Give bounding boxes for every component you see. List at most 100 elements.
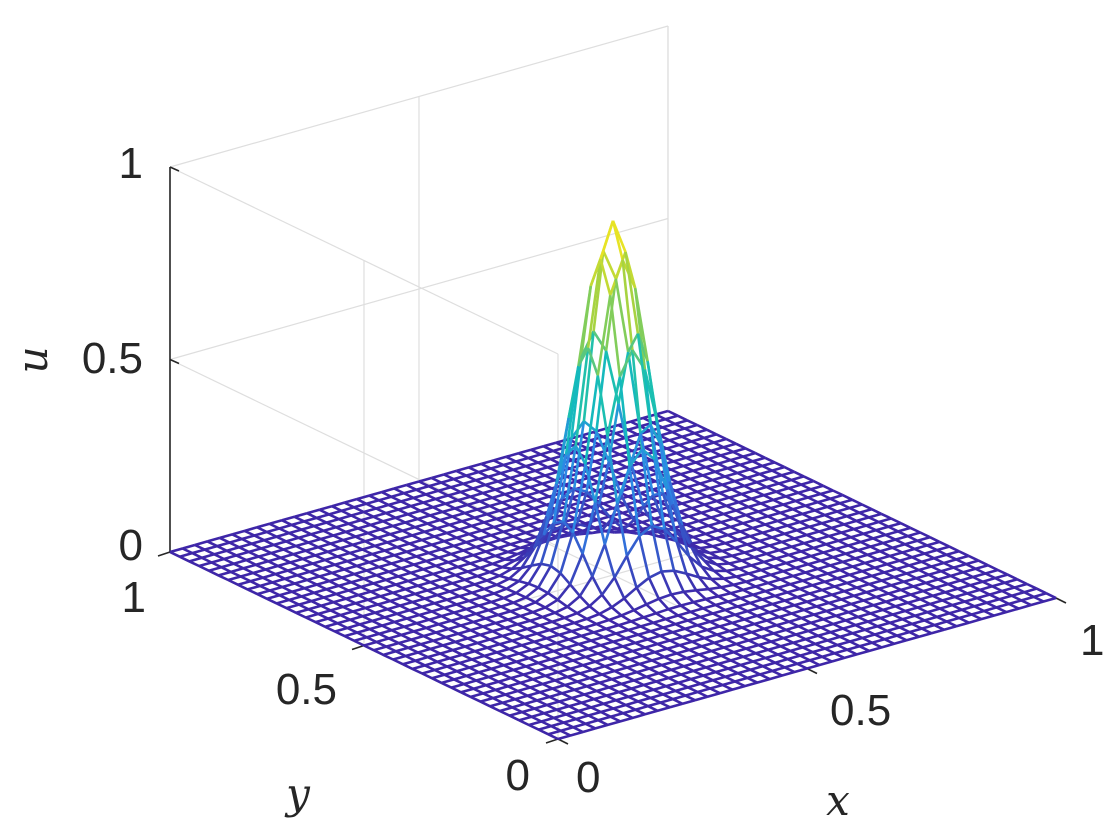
mesh-segment — [819, 660, 833, 667]
mesh-segment — [467, 566, 481, 573]
mesh-segment — [684, 690, 699, 697]
mesh-segment — [729, 626, 743, 633]
mesh-segment — [703, 503, 715, 511]
mesh-segment — [881, 642, 895, 649]
mesh-segment — [568, 553, 584, 585]
mesh-segment — [587, 644, 602, 651]
mesh-segment — [805, 634, 819, 641]
mesh-segment — [969, 580, 983, 587]
mesh-segment — [590, 635, 604, 642]
mesh-segment — [763, 623, 777, 630]
mesh-segment — [411, 534, 423, 542]
mesh-segment — [817, 630, 831, 637]
mesh-segment — [450, 482, 464, 489]
mesh-segment — [775, 553, 790, 560]
mesh-segment — [218, 570, 232, 577]
mesh-segment — [615, 503, 629, 557]
mesh-segment — [490, 596, 505, 604]
mesh-segment — [755, 515, 769, 522]
mesh-segment — [511, 502, 525, 509]
mesh-segment — [454, 503, 468, 510]
mesh-segment — [598, 606, 613, 616]
mesh-segment — [652, 417, 666, 424]
mesh-segment — [668, 439, 680, 447]
mesh-segment — [251, 538, 265, 545]
mesh-segment — [477, 570, 491, 578]
mesh-segment — [302, 554, 316, 561]
mesh-segment — [490, 600, 502, 608]
mesh-segment — [734, 543, 748, 550]
mesh-segment — [877, 621, 891, 628]
mesh-segment — [767, 511, 781, 518]
mesh-segment — [936, 615, 948, 623]
mesh-segment — [557, 417, 570, 476]
mesh-segment — [972, 572, 986, 579]
mesh-segment — [726, 501, 740, 508]
mesh-segment — [402, 659, 416, 666]
mesh-segment — [508, 510, 522, 517]
mesh-segment — [892, 543, 906, 550]
mesh-segment — [540, 562, 552, 568]
mesh-segment — [653, 458, 669, 490]
mesh-segment — [894, 534, 909, 541]
mesh-segment — [846, 511, 860, 518]
mesh-segment — [680, 473, 691, 481]
mesh-segment — [778, 545, 792, 552]
mesh-segment — [391, 558, 405, 565]
mesh-segment — [494, 484, 508, 491]
mesh-segment — [460, 553, 474, 560]
mesh-segment — [600, 707, 614, 714]
mesh-segment — [705, 598, 717, 607]
mesh-segment — [712, 675, 726, 682]
mesh-segment — [582, 331, 595, 422]
mesh-segment — [1008, 599, 1022, 606]
mesh-segment — [488, 605, 502, 612]
mesh-segment — [423, 564, 437, 571]
mesh-segment — [556, 704, 570, 711]
mesh-segment — [504, 623, 518, 630]
mesh-segment — [784, 595, 798, 602]
mesh-segment — [500, 601, 514, 608]
mesh-segment — [762, 527, 776, 534]
mesh-segment — [393, 483, 407, 490]
mesh-segment — [702, 670, 716, 677]
mesh-segment — [562, 651, 577, 658]
mesh-segment — [828, 598, 842, 605]
mesh-segment — [790, 478, 802, 486]
mesh-segment — [886, 559, 900, 566]
mesh-segment — [789, 516, 801, 524]
mesh-segment — [645, 603, 657, 615]
mesh-segment — [249, 580, 261, 588]
mesh-segment — [561, 688, 575, 695]
mesh-segment — [308, 604, 322, 611]
mesh-segment — [740, 593, 754, 600]
mesh-segment — [517, 550, 528, 556]
mesh-segment — [366, 565, 380, 572]
mesh-segment — [803, 475, 815, 483]
mesh-segment — [951, 600, 965, 607]
mesh-segment — [503, 660, 517, 667]
mesh-segment — [525, 465, 536, 472]
mesh-segment — [852, 561, 866, 568]
mesh-segment — [652, 491, 664, 497]
mesh-segment — [484, 651, 498, 658]
mesh-segment — [689, 542, 701, 550]
mesh-segment — [791, 608, 805, 615]
mesh-segment — [726, 634, 740, 641]
mesh-segment — [724, 471, 738, 478]
mesh-segment — [422, 497, 436, 504]
mesh-segment — [700, 565, 713, 580]
mesh-segment — [835, 610, 849, 618]
mesh-segment — [521, 564, 532, 570]
mesh-segment — [536, 695, 550, 702]
mesh-segment — [287, 565, 301, 572]
mesh-segment — [395, 513, 409, 520]
mesh-segment — [647, 634, 661, 641]
mesh-segment — [436, 523, 450, 530]
mesh-segment — [533, 534, 545, 550]
mesh-segment — [832, 489, 844, 497]
mesh-segment — [932, 591, 946, 598]
mesh-segment — [809, 655, 823, 662]
mesh-segment — [824, 510, 838, 517]
mesh-segment — [721, 546, 736, 553]
